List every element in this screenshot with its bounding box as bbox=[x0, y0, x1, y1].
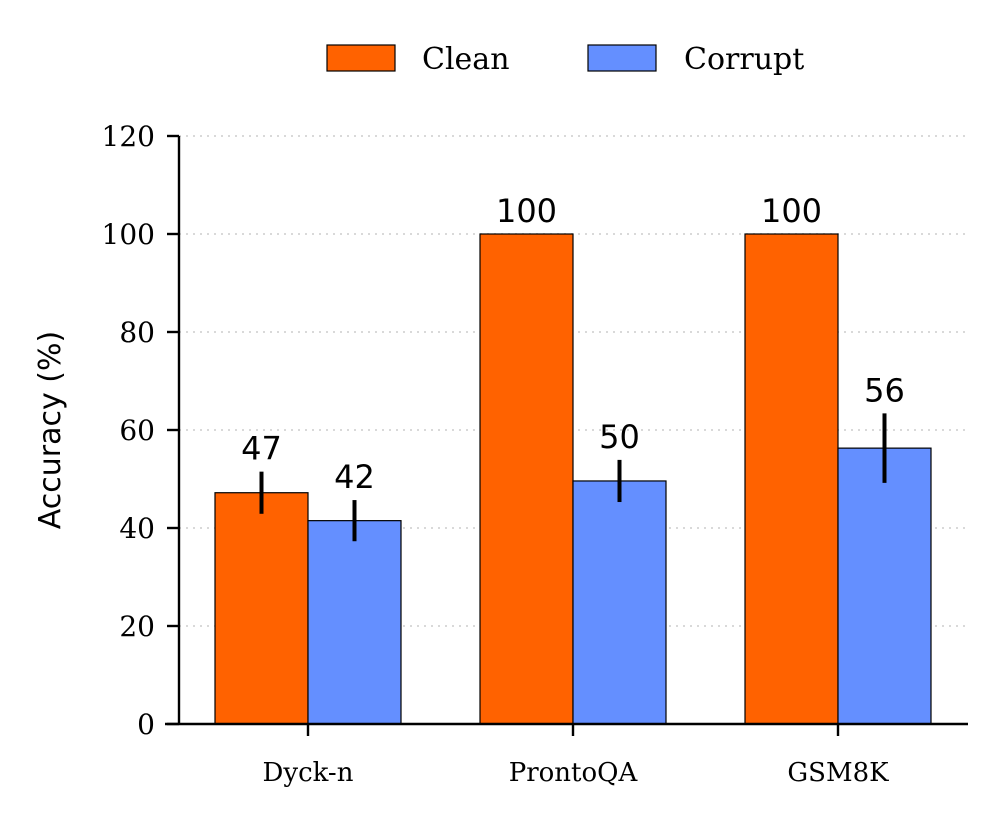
bar-corrupt-gsm8k bbox=[837, 447, 932, 725]
value-label-corrupt-prontoqa: 50 bbox=[599, 418, 640, 456]
y-tick-label: 100 bbox=[102, 218, 155, 251]
value-label-clean-prontoqa: 100 bbox=[496, 192, 557, 230]
legend-swatch-corrupt bbox=[587, 44, 657, 72]
axes: 0 20 40 60 80 100 120 Dyck-n ProntoQA GSM8K bbox=[102, 120, 968, 788]
y-tick-label: 80 bbox=[119, 316, 155, 349]
y-axis-title: Accuracy (%) bbox=[33, 331, 68, 529]
y-tick-label: 40 bbox=[119, 512, 155, 545]
x-tick-label: ProntoQA bbox=[509, 758, 639, 788]
error-bars bbox=[259, 413, 887, 542]
bar-clean-prontoqa bbox=[479, 233, 574, 725]
bar-corrupt-prontoqa bbox=[572, 480, 667, 725]
y-tick-label: 60 bbox=[119, 414, 155, 447]
bar-clean-gsm8k bbox=[744, 233, 839, 725]
x-tick-label: Dyck-n bbox=[263, 758, 354, 788]
value-label-clean-gsm8k: 100 bbox=[761, 192, 822, 230]
bars bbox=[214, 233, 932, 725]
bar-clean-dyck-n bbox=[214, 492, 309, 725]
legend-swatch-clean bbox=[326, 44, 396, 72]
x-tick-label: GSM8K bbox=[787, 758, 889, 788]
value-labels: 47 42 100 50 100 56 bbox=[241, 192, 905, 496]
legend: Clean Corrupt bbox=[326, 42, 804, 77]
value-label-corrupt-gsm8k: 56 bbox=[864, 371, 905, 409]
bar-corrupt-dyck-n bbox=[307, 520, 402, 725]
value-label-clean-dyck-n: 47 bbox=[241, 430, 282, 468]
legend-label-clean: Clean bbox=[422, 42, 510, 77]
y-tick-label: 0 bbox=[137, 708, 155, 741]
value-label-corrupt-dyck-n: 42 bbox=[334, 458, 375, 496]
y-tick-label: 20 bbox=[119, 610, 155, 643]
legend-label-corrupt: Corrupt bbox=[684, 42, 804, 77]
y-tick-label: 120 bbox=[102, 120, 155, 153]
